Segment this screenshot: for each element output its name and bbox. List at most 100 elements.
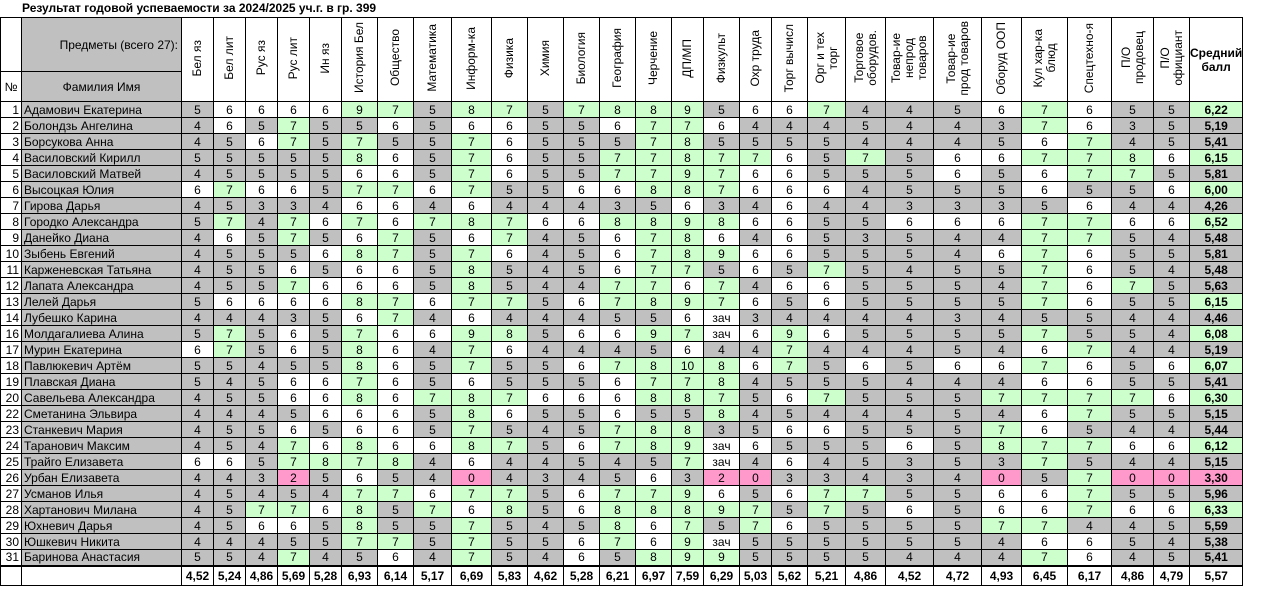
grade-cell[interactable]: 6 [377, 389, 414, 406]
subject-header[interactable]: Физкульт [703, 17, 740, 102]
student-average[interactable]: 5,19 [1188, 341, 1244, 358]
overall-average[interactable]: 5,57 [1188, 564, 1244, 586]
grade-cell[interactable]: 6 [277, 517, 310, 534]
grade-cell[interactable]: 6 [599, 389, 636, 406]
grade-cell[interactable]: 7 [377, 293, 414, 310]
grade-cell[interactable]: 7 [377, 485, 414, 502]
student-average[interactable]: 6,15 [1188, 293, 1244, 310]
grade-cell[interactable]: 6 [245, 181, 278, 198]
grade-cell[interactable]: 4 [885, 549, 934, 566]
grade-cell[interactable]: 4 [181, 197, 214, 214]
grade-cell[interactable]: 5 [181, 213, 214, 230]
grade-cell[interactable]: 7 [1021, 149, 1068, 166]
student-name[interactable]: Хартанович Милана [21, 501, 182, 518]
grade-cell[interactable]: 3 [703, 421, 740, 438]
grade-cell[interactable]: 7 [377, 229, 414, 246]
subject-header[interactable]: П/О официант [1153, 17, 1190, 102]
grade-cell[interactable]: 6 [377, 357, 414, 374]
grade-cell[interactable]: 5 [703, 517, 740, 534]
grade-cell[interactable]: 5 [885, 421, 934, 438]
grade-cell[interactable]: 6 [771, 101, 808, 118]
grade-cell[interactable]: 5 [491, 373, 528, 390]
row-number[interactable]: 3 [0, 133, 22, 150]
grade-cell[interactable]: 6 [771, 485, 808, 502]
grade-cell[interactable]: 5 [491, 261, 528, 278]
grade-cell[interactable]: 7 [451, 165, 492, 182]
grade-cell[interactable]: 6 [309, 389, 342, 406]
grade-cell[interactable]: 4 [563, 197, 600, 214]
grade-cell[interactable]: 5 [245, 117, 278, 134]
grade-cell[interactable]: 6 [377, 197, 414, 214]
row-number[interactable]: 16 [0, 325, 22, 342]
grade-cell[interactable]: 7 [1111, 165, 1154, 182]
grade-cell[interactable]: 7 [451, 181, 492, 198]
column-average[interactable]: 4,93 [981, 564, 1022, 586]
grade-cell[interactable]: 5 [181, 293, 214, 310]
grade-cell[interactable]: 6 [739, 181, 772, 198]
grade-cell[interactable]: 5 [413, 133, 452, 150]
grade-cell[interactable]: 7 [1021, 517, 1068, 534]
grade-cell[interactable]: 6 [341, 277, 378, 294]
grade-cell[interactable]: 5 [771, 373, 808, 390]
grade-cell[interactable]: 9 [451, 325, 492, 342]
grade-cell[interactable]: 5 [245, 325, 278, 342]
grade-cell[interactable]: 5 [213, 149, 246, 166]
column-average[interactable]: 4,86 [245, 564, 278, 586]
grade-cell[interactable]: 5 [563, 261, 600, 278]
grade-cell[interactable]: 6 [1153, 213, 1190, 230]
grade-cell[interactable]: 7 [739, 517, 772, 534]
student-average[interactable]: 5,63 [1188, 277, 1244, 294]
student-average[interactable]: 5,81 [1188, 245, 1244, 262]
student-name[interactable]: Зыбень Евгений [21, 245, 182, 262]
grade-cell[interactable]: 5 [181, 357, 214, 374]
subject-header[interactable]: Торговое оборудов. [845, 17, 886, 102]
grade-cell[interactable]: 5 [527, 325, 564, 342]
grade-cell[interactable]: 4 [1153, 309, 1190, 326]
column-average[interactable]: 6,21 [599, 564, 636, 586]
grade-cell[interactable]: 5 [277, 405, 310, 422]
grade-cell[interactable]: 6 [599, 325, 636, 342]
column-average[interactable]: 6,17 [1067, 564, 1112, 586]
grade-cell[interactable]: 8 [671, 501, 704, 518]
grade-cell[interactable]: 5 [1067, 309, 1112, 326]
grade-cell[interactable]: 7 [341, 181, 378, 198]
grade-cell[interactable]: 4 [1111, 517, 1154, 534]
grade-cell[interactable]: 4 [181, 501, 214, 518]
grade-cell[interactable]: 6 [563, 501, 600, 518]
grade-cell[interactable]: 6 [377, 277, 414, 294]
row-number[interactable]: 20 [0, 389, 22, 406]
grade-cell[interactable]: 8 [671, 421, 704, 438]
grade-cell[interactable]: 6 [413, 437, 452, 454]
grade-cell[interactable]: 5 [1153, 517, 1190, 534]
grade-cell[interactable]: 7 [491, 213, 528, 230]
grade-cell[interactable]: 4 [213, 373, 246, 390]
grade-cell[interactable]: 6 [1021, 373, 1068, 390]
grade-cell[interactable]: 8 [599, 517, 636, 534]
grade-cell[interactable]: 5 [739, 485, 772, 502]
grade-cell[interactable]: 5 [527, 181, 564, 198]
average-header[interactable]: Средний балл [1188, 17, 1244, 102]
grade-cell[interactable]: 6 [1021, 405, 1068, 422]
grade-cell[interactable]: 6 [309, 405, 342, 422]
grade-cell[interactable]: 5 [981, 133, 1022, 150]
grade-cell[interactable]: 6 [1021, 181, 1068, 198]
student-average[interactable]: 5,15 [1188, 453, 1244, 470]
row-number[interactable]: 28 [0, 501, 22, 518]
grade-cell[interactable]: 5 [933, 421, 982, 438]
grade-cell[interactable]: 5 [1067, 453, 1112, 470]
grade-cell[interactable]: 5 [845, 437, 886, 454]
grade-cell[interactable]: 5 [245, 229, 278, 246]
grade-cell[interactable]: 7 [451, 341, 492, 358]
grade-cell[interactable]: 7 [1021, 325, 1068, 342]
row-number[interactable]: 26 [0, 469, 22, 486]
grade-cell[interactable]: 8 [671, 149, 704, 166]
grade-cell[interactable]: зач [703, 453, 740, 470]
row-number[interactable]: 10 [0, 245, 22, 262]
grade-cell[interactable]: 6 [451, 309, 492, 326]
grade-cell[interactable]: 6 [1111, 213, 1154, 230]
grade-cell[interactable]: 6 [341, 405, 378, 422]
grade-cell[interactable]: 7 [341, 453, 378, 470]
grade-cell[interactable]: 4 [739, 117, 772, 134]
student-name[interactable]: Баринова Анастасия [21, 549, 182, 566]
subject-header[interactable]: Охр труда [739, 17, 772, 102]
